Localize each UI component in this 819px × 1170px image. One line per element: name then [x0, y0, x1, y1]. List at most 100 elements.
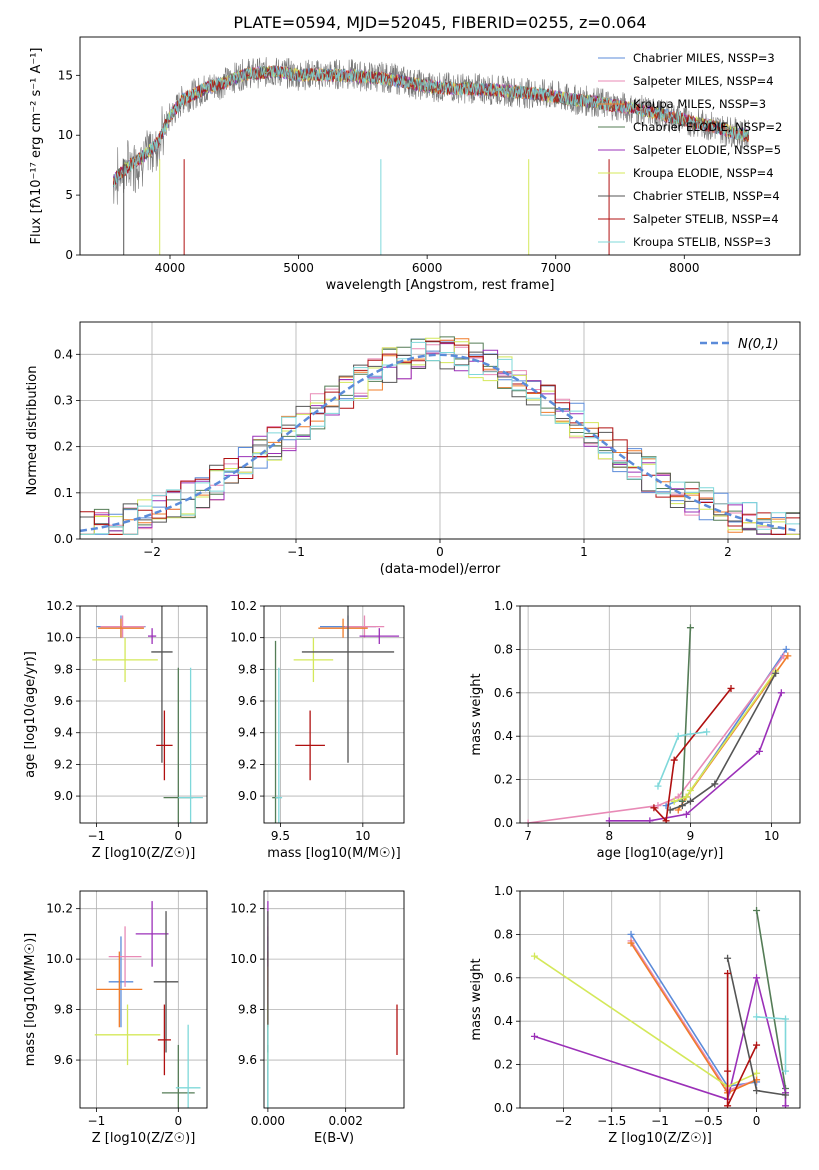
- x-axis-label: Z [log10(Z/Z☉)]: [92, 846, 196, 861]
- weight-marker: [654, 782, 662, 790]
- y-tick-label: 0.0: [494, 1101, 513, 1115]
- x-tick-label: 0: [175, 829, 183, 843]
- weight-line-2: [630, 942, 757, 1094]
- weight-marker: [682, 810, 690, 818]
- age-vs-Z-frame: [79, 605, 208, 824]
- weight-marker: [784, 652, 792, 660]
- weight-marker: [727, 684, 735, 692]
- y-tick-label: 9.6: [54, 694, 73, 708]
- weight-marker: [777, 689, 785, 697]
- errorbar-point-7: [295, 710, 325, 781]
- weight-marker: [755, 747, 763, 755]
- errorbar-point-7: [157, 1004, 171, 1076]
- weight-line-4: [609, 692, 783, 822]
- weight-marker: [782, 645, 790, 653]
- y-tick-label: 0.2: [54, 440, 73, 454]
- y-axis-label: mass weight: [469, 673, 484, 755]
- y-tick-label: 0.6: [494, 686, 513, 700]
- x-tick-label: 10: [764, 829, 779, 843]
- y-tick-label: 0.4: [494, 729, 513, 743]
- mass-vs-Z-axes: −1 0 9.6 9.8 10.0 10.2 Z [log10(Z/Z☉)] mass [lo…: [23, 890, 208, 1146]
- x-tick-label: 9.5: [271, 829, 290, 843]
- weight-marker: [627, 930, 635, 938]
- y-tick-label: 9.8: [238, 1003, 257, 1017]
- x-tick-label: 9: [687, 829, 695, 843]
- x-tick-label: −1: [287, 545, 305, 559]
- weight-marker: [753, 1087, 761, 1095]
- y-tick-label: 10.2: [230, 902, 257, 916]
- x-axis-label: (data-model)/error: [380, 562, 501, 577]
- y-tick-label: 9.2: [238, 757, 257, 771]
- weight-line-8: [657, 731, 707, 787]
- x-tick-label: 10: [355, 829, 370, 843]
- legend-label-6: Chabrier STELIB, NSSP=4: [633, 189, 780, 203]
- y-axis-label: age [log10(age/yr)]: [23, 651, 38, 778]
- weight-marker: [605, 817, 613, 823]
- errorbar-point-7: [156, 710, 173, 781]
- weight-marker: [670, 797, 678, 805]
- weight-marker: [753, 907, 761, 915]
- weight-line-7: [726, 973, 758, 1107]
- y-tick-label: 9.8: [238, 662, 257, 676]
- age-vs-Z-axes: −1 0 9.0 9.2 9.4 9.6 9.8 10.0 10.2 Z [log10(Z/Z☉)…: [23, 599, 208, 861]
- y-tick-label: 9.4: [54, 726, 73, 740]
- legend-label-0: Chabrier MILES, NSSP=3: [633, 51, 775, 65]
- mass-vs-ebv-axes: 0.000 0.002 9.6 9.8 10.0 10.2 E(B-V): [230, 890, 405, 1146]
- errorbar-point-4: [359, 628, 400, 645]
- y-tick-label: 9.8: [54, 1003, 73, 1017]
- weight-marker: [753, 1041, 761, 1049]
- x-tick-label: 4000: [155, 261, 186, 275]
- mass-vs-Z-plot-area: [94, 901, 201, 1108]
- errorbar-point-4: [135, 901, 169, 967]
- weight-marker: [530, 952, 538, 960]
- x-axis-label: Z [log10(Z/Z☉)]: [92, 1131, 196, 1146]
- y-tick-label: 0.2: [494, 773, 513, 787]
- normal-curve: [80, 353, 800, 533]
- weight-marker: [654, 802, 662, 810]
- errorbar-point-4: [148, 628, 157, 645]
- x-tick-label: −0.5: [694, 1114, 723, 1128]
- y-tick-label: 0.8: [494, 642, 513, 656]
- legend-label-7: Salpeter STELIB, NSSP=4: [633, 212, 779, 226]
- weight-marker: [753, 1069, 761, 1077]
- x-tick-label: 8: [605, 829, 613, 843]
- model-line-8: [113, 65, 749, 187]
- x-tick-label: −2: [555, 1114, 573, 1128]
- x-tick-label: 6000: [412, 261, 443, 275]
- spectrum-frame: [79, 36, 801, 256]
- errorbar-point-6: [151, 606, 173, 763]
- x-axis-label: E(B-V): [314, 1131, 354, 1146]
- y-tick-label: 9.4: [238, 726, 257, 740]
- weight-marker: [670, 756, 678, 764]
- massweight-vs-Z-plot-area: [530, 907, 790, 1108]
- weight-marker: [627, 939, 635, 947]
- weight-marker: [682, 793, 690, 801]
- x-axis-label: wavelength [Angstrom, rest frame]: [326, 278, 555, 293]
- x-tick-label: 0.002: [328, 1114, 362, 1128]
- y-tick-label: 10.0: [46, 631, 73, 645]
- weight-marker: [674, 732, 682, 740]
- histogram-7: [80, 340, 800, 535]
- y-tick-label: 9.0: [238, 789, 257, 803]
- y-tick-label: 1.0: [494, 884, 513, 898]
- errorbar-point-3: [161, 1044, 195, 1108]
- massweight-vs-age-axes: 7 8 9 10 0.0 0.2 0.4 0.6 0.8 1.0 age [log10(age/yr…: [469, 599, 801, 861]
- x-axis-label: mass [log10(M/M☉)]: [267, 846, 400, 861]
- errorbar-point-5: [94, 1004, 161, 1066]
- errorbar-point-0: [108, 936, 134, 1028]
- legend-label-normal: N(0,1): [738, 337, 779, 352]
- residual-histogram-frame: [79, 321, 801, 540]
- weight-line-3: [755, 910, 787, 1089]
- weight-line-3: [681, 627, 692, 802]
- y-tick-label: 10.2: [46, 902, 73, 916]
- massweight-vs-Z-frame: [519, 890, 801, 1109]
- errorbar-point-8: [178, 667, 203, 823]
- weight-line-7: [653, 688, 732, 823]
- mass-vs-ebv-plot-area: [267, 901, 398, 1108]
- x-tick-label: 0: [436, 545, 444, 559]
- weight-marker: [724, 1102, 732, 1108]
- y-tick-label: 0.0: [54, 532, 73, 546]
- weight-marker: [782, 1102, 790, 1108]
- histogram-8: [80, 341, 800, 535]
